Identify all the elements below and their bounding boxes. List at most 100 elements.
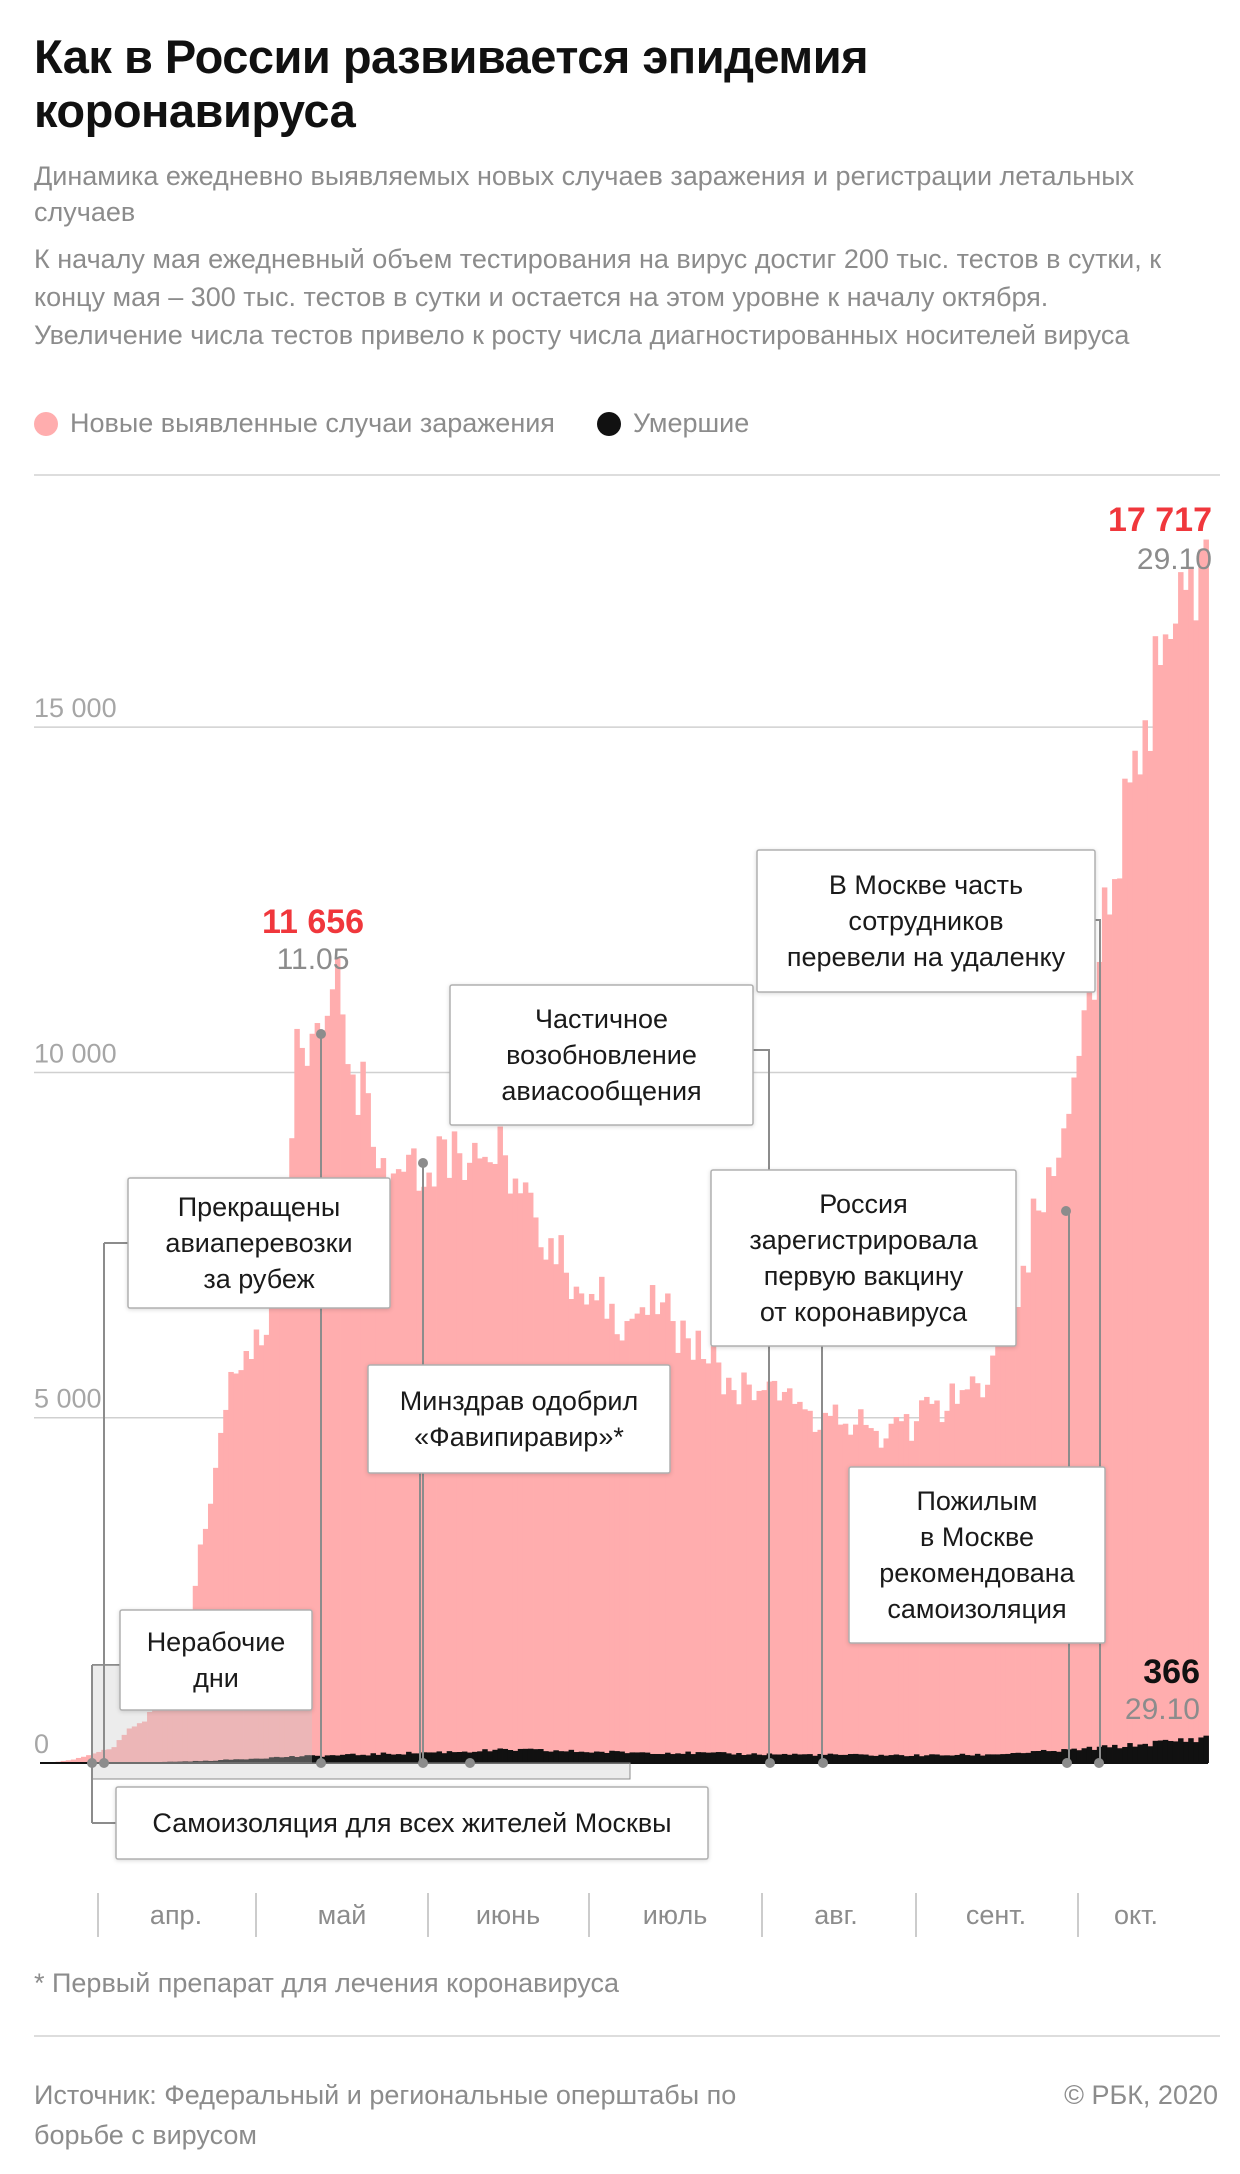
annotation-text: сотрудников (848, 906, 1003, 936)
cases-bar (1086, 981, 1093, 1763)
deaths-bar (314, 1755, 321, 1763)
deaths-bar (1101, 1745, 1108, 1763)
deaths-bar (543, 1751, 549, 1763)
cases-bar (553, 1264, 559, 1763)
cases-bar (243, 1351, 250, 1763)
deaths-bar (873, 1755, 879, 1763)
deaths-bar (614, 1751, 620, 1763)
deaths-bar (492, 1749, 498, 1763)
cases-bar (70, 1759, 77, 1763)
legend-label-cases: Новые выявленные случаи заражения (70, 408, 555, 438)
deaths-bar (903, 1756, 910, 1763)
cases-bar (116, 1740, 123, 1763)
cases-bar (517, 1193, 524, 1763)
deaths-bar (538, 1749, 544, 1763)
cases-bar (223, 1409, 229, 1763)
deaths-bar (771, 1754, 778, 1763)
deaths-bar (863, 1754, 869, 1763)
deaths-bar (436, 1751, 443, 1763)
deaths-bar (1046, 1751, 1052, 1763)
deaths-bar (1203, 1735, 1209, 1763)
annotation-text: в Москве (920, 1522, 1034, 1552)
deaths-bar (1193, 1742, 1199, 1763)
deaths-bar (812, 1755, 818, 1763)
deaths-bar (340, 1754, 346, 1763)
deaths-bar (1010, 1753, 1016, 1763)
cases-bar (345, 1064, 351, 1763)
annotation: Россия зарегистрировала первую вакцину от к… (710, 1169, 1017, 1347)
cases-bar (583, 1304, 590, 1763)
cases-bar (543, 1259, 549, 1763)
annotation-box (127, 1177, 391, 1309)
deaths-bar (461, 1751, 468, 1763)
cases-bar (527, 1192, 534, 1763)
deaths-bar (847, 1754, 854, 1763)
y-tick-label: 15 000 (34, 693, 117, 723)
deaths-bar (675, 1753, 681, 1763)
deaths-bar (1005, 1753, 1011, 1763)
cases-bar (837, 1424, 844, 1763)
annotation: Минздрав одобрил «Фавипиравир»* (367, 1364, 671, 1474)
cases-bar (792, 1403, 798, 1763)
annotation: В Москве часть сотрудников перевели на уда… (756, 849, 1096, 993)
annotation-text: зарегистрировала (749, 1225, 978, 1255)
cases-bar (573, 1286, 580, 1763)
deaths-bar (1020, 1753, 1027, 1763)
deaths-bar (680, 1753, 686, 1763)
deaths-bar (1086, 1746, 1093, 1763)
deaths-bar (802, 1754, 808, 1763)
deaths-bar (1127, 1743, 1133, 1763)
month-label: июль (643, 1900, 708, 1930)
cases-bar (593, 1300, 600, 1763)
peak-value: 11 656 (262, 903, 364, 941)
deaths-bar (1071, 1748, 1077, 1763)
annotation-text: рекомендована (879, 1558, 1075, 1588)
annotation-text: Частичное (535, 1004, 668, 1034)
deaths-bar (639, 1752, 646, 1763)
annotation-text: самоизоляция (887, 1594, 1066, 1624)
deaths-bar (817, 1753, 823, 1763)
cases-bar (1137, 774, 1143, 1763)
cases-bar (1132, 750, 1138, 1763)
deaths-bar (954, 1754, 961, 1763)
deaths-bar (913, 1754, 920, 1763)
cases-bar (842, 1423, 849, 1763)
deaths-bar (888, 1755, 895, 1763)
annotation-box (848, 1466, 1106, 1644)
deaths-bar (304, 1755, 310, 1763)
deaths-bar (908, 1755, 915, 1763)
deaths-bar (660, 1754, 666, 1763)
cases-bar (629, 1318, 636, 1763)
y-tick-label: 5 000 (34, 1384, 102, 1414)
deaths-bar (934, 1754, 940, 1763)
legend-item-cases: Новые выявленные случаи заражения (34, 408, 555, 439)
annotation-box (115, 1786, 709, 1860)
cases-bar (1056, 1157, 1062, 1763)
cases-bar (60, 1760, 67, 1763)
cases-bar (162, 1686, 168, 1763)
cases-bar (1101, 887, 1108, 1763)
cases-bar (126, 1728, 133, 1763)
legend-swatch-cases (34, 411, 58, 436)
cases-bar (314, 1023, 321, 1763)
deaths-bar (477, 1751, 483, 1763)
deaths-bar (624, 1753, 630, 1763)
deaths-bar (517, 1748, 524, 1763)
cases-bar (279, 1272, 285, 1763)
cases-bar (710, 1346, 717, 1763)
deaths-bar (700, 1752, 707, 1763)
cases-bar (233, 1373, 239, 1763)
deaths-bar (350, 1753, 356, 1763)
deaths-bar (395, 1754, 402, 1763)
deaths-bar (1076, 1750, 1082, 1763)
deaths-bar (842, 1754, 849, 1763)
leader-dot (99, 1758, 109, 1768)
cases-bar (756, 1390, 762, 1763)
peak-date: 29.10 (1137, 543, 1212, 576)
deaths-bar (990, 1754, 996, 1763)
cases-bar (705, 1363, 712, 1763)
annotation-text: Минздрав одобрил (400, 1386, 638, 1416)
leader-dot (1061, 1206, 1071, 1216)
deaths-bar (309, 1755, 316, 1763)
